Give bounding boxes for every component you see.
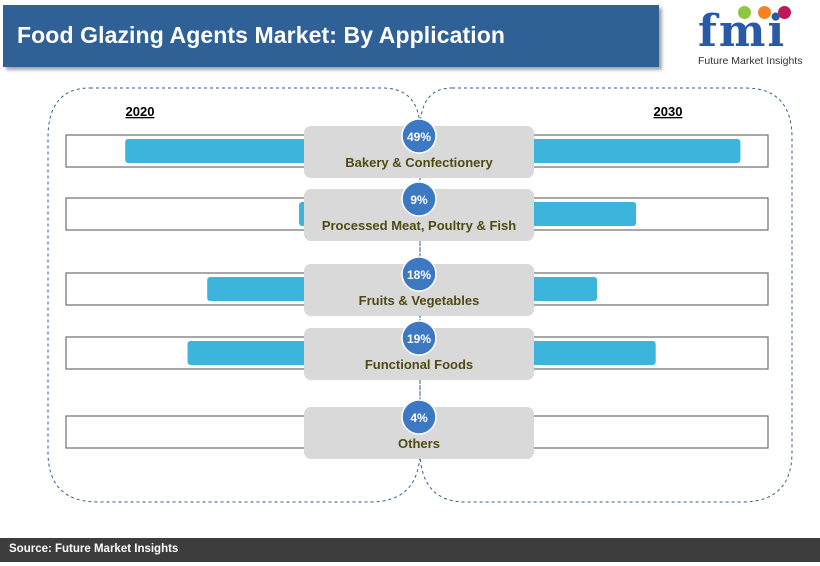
share-badge-label: 19% (407, 332, 431, 346)
left-year-label: 2020 (126, 104, 155, 119)
share-badge-label: 49% (407, 130, 431, 144)
right-year-label: 2030 (654, 104, 683, 119)
share-badge (401, 118, 437, 154)
logo-dot-icon (758, 6, 771, 19)
share-badge (401, 256, 437, 292)
share-badge (401, 320, 437, 356)
logo-letters: fmi (698, 6, 787, 57)
page-title: Food Glazing Agents Market: By Applicati… (17, 22, 506, 48)
left-dashed-outline (47, 87, 421, 503)
category-label: Others (398, 436, 440, 451)
category-label: Fruits & Vegetables (359, 293, 480, 308)
title-banner: Food Glazing Agents Market: By Applicati… (3, 5, 659, 67)
category-label: Processed Meat, Poultry & Fish (322, 218, 516, 233)
market-chart: Bakery & Confectionery 49% Processed Meat,… (47, 87, 793, 503)
share-badge-label: 18% (407, 268, 431, 282)
fmi-logo: fmi Future Market Insights (690, 4, 815, 70)
logo-tagline: Future Market Insights (698, 55, 803, 67)
right-dashed-outline (419, 87, 793, 503)
share-badge (401, 399, 437, 435)
logo-dot-icon (738, 6, 751, 19)
share-badge-label: 9% (410, 193, 428, 207)
share-badge (401, 181, 437, 217)
logo-dot-icon (778, 6, 791, 19)
footer-bar: Source: Future Market Insights (0, 538, 820, 562)
category-label: Functional Foods (365, 357, 473, 372)
category-label: Bakery & Confectionery (345, 155, 493, 170)
share-badge-label: 4% (410, 411, 428, 425)
source-note: Source: Future Market Insights (9, 543, 179, 555)
